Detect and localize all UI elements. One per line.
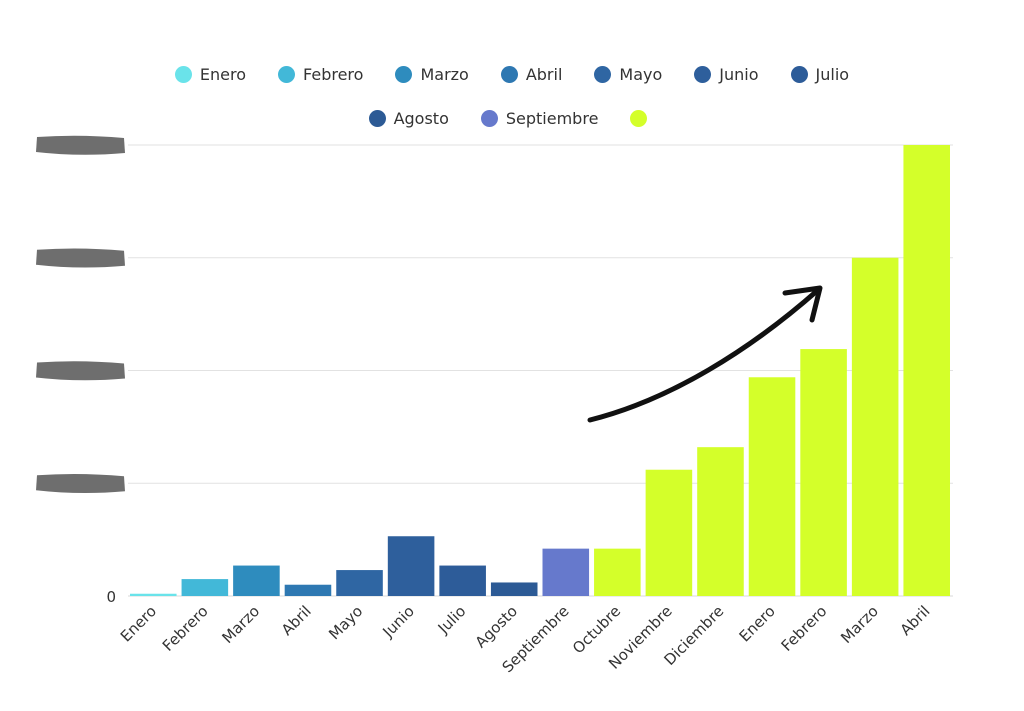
legend-swatch xyxy=(480,109,498,127)
legend-label: Enero xyxy=(199,64,247,84)
legend-label: Junio xyxy=(719,64,759,84)
bar xyxy=(490,582,538,596)
legend-label: Julio xyxy=(815,64,850,84)
legend-item[interactable]: Marzo xyxy=(395,64,469,84)
bar xyxy=(181,579,229,596)
x-tick-label: Marzo xyxy=(218,602,263,647)
legend-item[interactable]: Mayo xyxy=(594,65,662,84)
x-tick-label: Enero xyxy=(117,602,160,645)
bar xyxy=(851,257,899,596)
legend-item[interactable]: Junio xyxy=(694,64,759,84)
legend-item[interactable]: Abril xyxy=(500,64,563,84)
legend-swatch xyxy=(594,65,612,83)
legend-swatch xyxy=(174,65,192,83)
bar xyxy=(697,447,744,596)
x-tick-label: Febrero xyxy=(778,602,831,655)
redacted-y-tick-label xyxy=(36,361,125,381)
x-tick-label: Abril xyxy=(278,602,315,639)
redacted-y-tick-label xyxy=(36,248,125,268)
legend-label: Febrero xyxy=(303,64,364,84)
legend-item[interactable]: Julio xyxy=(790,64,850,84)
bar xyxy=(439,565,486,596)
bar xyxy=(903,145,950,596)
legend-label: Abril xyxy=(525,64,563,84)
legend-item[interactable]: Febrero xyxy=(278,65,363,84)
legend-row: Agosto Septiembre xyxy=(0,96,1024,140)
bar xyxy=(594,548,641,596)
legend: Enero Febrero Marzo Abril Mayo Junio Julio Agos… xyxy=(0,52,1024,140)
bar xyxy=(130,593,177,596)
legend-item[interactable]: Agosto xyxy=(368,108,449,128)
y-tick-label: 0 xyxy=(106,588,116,606)
legend-label: Septiembre xyxy=(505,108,599,128)
legend-row: Enero Febrero Marzo Abril Mayo Junio Julio xyxy=(0,52,1024,96)
x-tick-label: Mayo xyxy=(325,602,366,643)
redacted-y-tick-label xyxy=(36,473,125,494)
legend-swatch xyxy=(630,109,648,127)
legend-swatch xyxy=(395,65,413,83)
legend-item[interactable] xyxy=(630,109,655,127)
x-tick-label: Junio xyxy=(378,602,417,641)
arrow-head-icon xyxy=(782,285,823,323)
x-tick-label: Febrero xyxy=(159,602,212,655)
legend-swatch xyxy=(790,65,808,83)
legend-label: Mayo xyxy=(619,64,663,84)
legend-item[interactable]: Septiembre xyxy=(480,108,599,128)
bar xyxy=(800,349,847,596)
bar xyxy=(336,570,383,596)
x-tick-label: Enero xyxy=(736,602,779,645)
x-tick-label: Abril xyxy=(897,602,934,639)
x-tick-label: Agosto xyxy=(472,602,521,651)
redacted-y-tick-label xyxy=(36,135,125,155)
bar xyxy=(284,584,332,596)
bar xyxy=(748,377,796,596)
bar xyxy=(645,469,693,596)
bar xyxy=(542,548,590,596)
legend-swatch xyxy=(500,65,518,83)
x-tick-label: Marzo xyxy=(837,602,882,647)
legend-swatch xyxy=(278,65,296,83)
legend-label: Agosto xyxy=(393,108,449,128)
legend-swatch xyxy=(368,109,386,127)
bar xyxy=(387,536,435,596)
legend-label: Marzo xyxy=(420,64,469,84)
legend-item[interactable]: Enero xyxy=(174,64,247,84)
x-tick-label: Julio xyxy=(434,602,470,638)
trend-arrow-icon xyxy=(587,287,821,423)
bar xyxy=(233,565,280,596)
legend-swatch xyxy=(694,65,712,83)
